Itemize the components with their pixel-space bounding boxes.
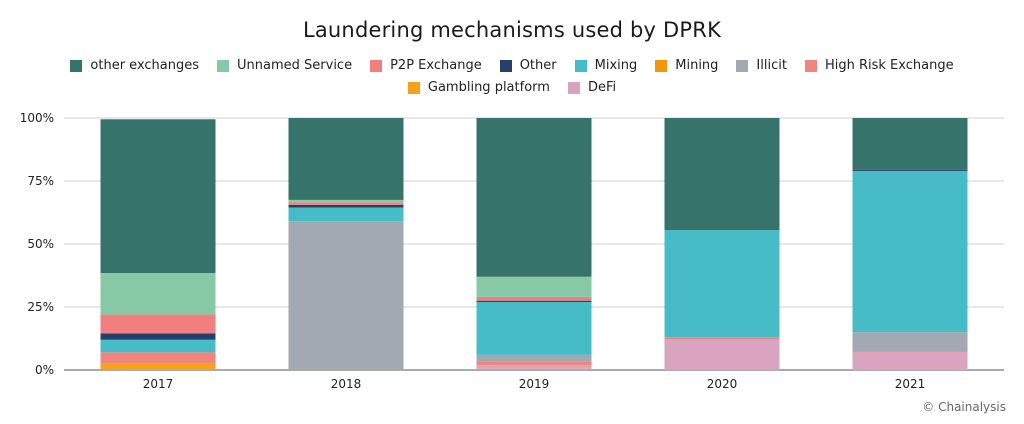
legend-swatch — [499, 59, 512, 72]
y-tick-label: 75% — [27, 174, 54, 188]
bar-segment — [476, 300, 592, 302]
bar-segment — [852, 170, 968, 333]
legend-item-illicit: Illicit — [736, 58, 787, 73]
bar-segment — [852, 332, 968, 352]
bar-segment — [852, 351, 968, 353]
bar-segment — [100, 352, 216, 364]
bar-segment — [664, 230, 780, 338]
legend-swatch — [736, 59, 749, 72]
bar-segment — [476, 368, 592, 370]
legend-label: DeFi — [587, 80, 617, 95]
y-tick-label: 0% — [35, 363, 54, 377]
legend-swatch — [217, 59, 230, 72]
legend-item-high-risk-exchange: High Risk Exchange — [804, 58, 954, 73]
bar-segment — [100, 119, 216, 273]
legend-swatch — [370, 59, 383, 72]
bar-segment — [852, 169, 968, 171]
legend-swatch — [407, 81, 420, 94]
legend-swatch — [655, 59, 668, 72]
legend-label: Gambling platform — [427, 80, 550, 95]
bar-segment — [100, 272, 216, 315]
bar-segment — [288, 202, 404, 205]
chart-title: Laundering mechanisms used by DPRK — [302, 18, 722, 42]
bar-segment — [288, 221, 404, 370]
legend-swatch — [70, 59, 83, 72]
legend-item-mixing: Mixing — [574, 58, 638, 73]
y-tick-label: 25% — [27, 300, 54, 314]
legend-item-mining: Mining — [655, 58, 718, 73]
legend-label: P2P Exchange — [390, 58, 482, 73]
bar-segment — [476, 301, 592, 355]
bar-segment — [476, 364, 592, 369]
bar-segment — [288, 207, 404, 222]
x-tick-label: 2019 — [519, 377, 550, 391]
x-tick-label: 2018 — [331, 377, 362, 391]
legend-label: High Risk Exchange — [824, 58, 954, 73]
legend-item-defi: DeFi — [567, 80, 617, 95]
bar-segment — [852, 352, 968, 370]
legend-label: Illicit — [756, 58, 787, 73]
legend-item-gambling-platform: Gambling platform — [407, 80, 550, 95]
bar-segment — [100, 363, 216, 370]
legend-label: other exchanges — [90, 58, 200, 73]
legend-item-other-exchanges: other exchanges — [70, 58, 199, 73]
legend-label: Mixing — [594, 58, 638, 73]
legend-label: Mining — [675, 58, 719, 73]
bar-segment — [288, 204, 404, 208]
bar-segment — [100, 314, 216, 334]
x-tick-label: 2020 — [707, 377, 738, 391]
bar-segment — [100, 339, 216, 353]
legend-swatch — [567, 81, 580, 94]
chart-legend: other exchanges Unnamed Service P2P Exch… — [60, 58, 964, 95]
x-tick-label: 2017 — [143, 377, 174, 391]
legend-item-other: Other — [499, 58, 557, 73]
legend-swatch — [574, 59, 587, 72]
bar-segment — [664, 337, 780, 340]
bar-segment — [664, 118, 780, 231]
legend-label: Unnamed Service — [237, 58, 353, 73]
legend-swatch — [804, 59, 817, 72]
bar-segment — [476, 296, 592, 301]
legend-label: Other — [519, 58, 557, 73]
x-tick-label: 2021 — [895, 377, 926, 391]
legend-item-p2p-exchange: P2P Exchange — [370, 58, 482, 73]
y-tick-label: 50% — [27, 237, 54, 251]
bar-segment — [476, 354, 592, 362]
bar-segment — [288, 199, 404, 203]
source-credit: © Chainalysis — [922, 400, 1006, 414]
bar-segment — [476, 276, 592, 297]
bar-segment — [476, 118, 592, 277]
bar-segment — [852, 118, 968, 170]
y-tick-label: 100% — [20, 111, 54, 125]
legend-item-unnamed-service: Unnamed Service — [217, 58, 352, 73]
bar-segment — [100, 333, 216, 340]
bar-segment — [664, 339, 780, 370]
bar-segment — [288, 118, 404, 200]
bar-segment — [476, 361, 592, 365]
